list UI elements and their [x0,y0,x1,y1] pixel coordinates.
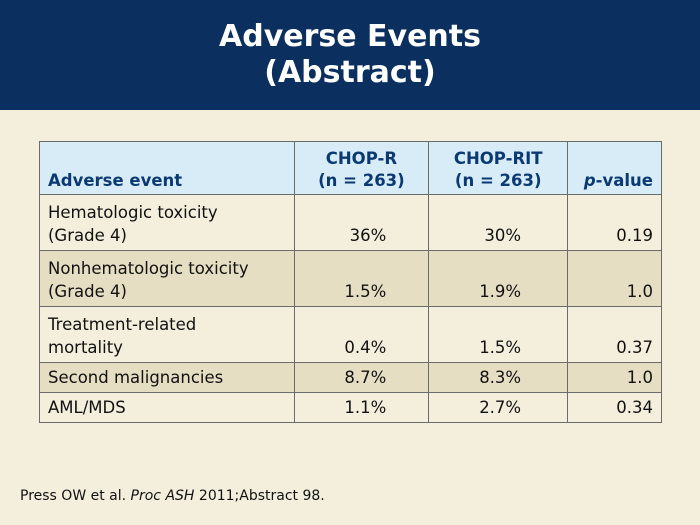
col-header-chop-r-name: CHOP-R [325,149,398,168]
cell-event-line1: Hematologic toxicity [48,203,218,222]
col-header-event: Adverse event [39,141,295,195]
footnote-journal: Proc ASH [130,488,195,504]
cell-chop-rit: 2.7% [428,392,569,423]
cell-chop-r: 0.4% [293,306,430,363]
cell-pvalue: 1.0 [567,250,662,307]
cell-chop-r: 1.5% [293,250,430,307]
slide-title-line1: Adverse Events [219,19,481,54]
cell-chop-rit: 30% [428,194,569,251]
cell-event: Nonhematologic toxicity (Grade 4) [39,250,295,307]
cell-chop-r: 36% [293,194,430,251]
table-row: Second malignancies 8.7% 8.3% 1.0 [39,362,662,393]
col-header-chop-rit-name: CHOP-RIT [453,149,543,168]
col-header-pvalue-p: p [583,171,596,190]
table-row: Treatment-related mortality 0.4% 1.5% 0.… [39,306,662,363]
col-header-chop-rit-n: (n = 263) [454,171,542,190]
cell-event-line2: (Grade 4) [48,226,127,245]
cell-chop-rit: 1.9% [428,250,569,307]
cell-event: Second malignancies [39,362,295,393]
col-header-pvalue: p-value [567,141,662,195]
adverse-events-table: Adverse event CHOP-R (n = 263) CHOP-RIT … [39,141,662,423]
cell-pvalue: 0.19 [567,194,662,251]
cell-event-line2: mortality [48,338,123,357]
col-header-chop-r-n: (n = 263) [318,171,405,190]
cell-chop-r: 8.7% [293,362,430,393]
cell-chop-rit: 1.5% [428,306,569,363]
col-header-chop-rit: CHOP-RIT (n = 263) [428,141,569,195]
table-header-row: Adverse event CHOP-R (n = 263) CHOP-RIT … [39,141,662,195]
table-row: Hematologic toxicity (Grade 4) 36% 30% 0… [39,194,662,251]
slide-title-line2: (Abstract) [264,55,436,90]
cell-event-line2: (Grade 4) [48,282,127,301]
cell-event: AML/MDS [39,392,295,423]
table-row: AML/MDS 1.1% 2.7% 0.34 [39,392,662,423]
cell-pvalue: 1.0 [567,362,662,393]
col-header-pvalue-rest: -value [595,171,653,190]
cell-event-line1: Nonhematologic toxicity [48,259,249,278]
slide-title: Adverse Events (Abstract) [0,0,700,110]
footnote-authors: Press OW et al. [20,488,127,504]
citation-footnote: Press OW et al. Proc ASH 2011;Abstract 9… [20,488,325,504]
cell-event: Treatment-related mortality [39,306,295,363]
cell-event-line1: Treatment-related [48,315,197,334]
cell-chop-rit: 8.3% [428,362,569,393]
cell-pvalue: 0.34 [567,392,662,423]
cell-chop-r: 1.1% [293,392,430,423]
cell-pvalue: 0.37 [567,306,662,363]
footnote-citation: 2011;Abstract 98. [198,488,325,504]
col-header-chop-r: CHOP-R (n = 263) [293,141,430,195]
table-row: Nonhematologic toxicity (Grade 4) 1.5% 1… [39,250,662,307]
cell-event: Hematologic toxicity (Grade 4) [39,194,295,251]
